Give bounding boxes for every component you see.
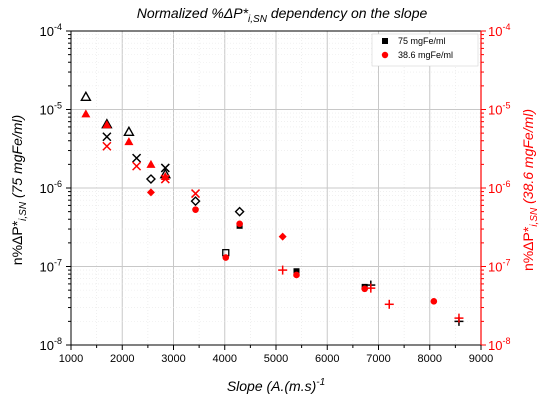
data-point-triangle (146, 159, 156, 168)
x-tick-label: 7000 (366, 353, 390, 365)
left-y-tick-label: 10-4 (40, 22, 62, 39)
data-point-x (132, 153, 142, 163)
left-y-label-sub: i,SN (18, 201, 29, 221)
x-stroke (160, 174, 170, 184)
x-stroke (102, 141, 112, 151)
data-point-x (132, 161, 142, 171)
data-point-triangle (124, 137, 134, 146)
data-point-square (293, 268, 300, 275)
x-stroke (102, 132, 112, 142)
x-tick-label: 6000 (315, 353, 339, 365)
data-point-diamond (146, 188, 155, 197)
right-y-tick-label: 10-7 (488, 258, 510, 275)
chart-title-rest: dependency on the slope (267, 5, 428, 21)
chart-title-main: Normalized %ΔP* (137, 5, 249, 21)
x-tick-label: 5000 (264, 353, 288, 365)
x-tick-label: 1000 (59, 353, 83, 365)
x-tick-label: 9000 (469, 353, 493, 365)
left-y-tick-label: 10-6 (40, 179, 62, 196)
left-y-tick-label: 10-7 (40, 258, 62, 275)
right-y-label-rest: (38.6 mgFe/ml) (520, 109, 536, 208)
right-y-tick-label: 10-4 (488, 22, 510, 39)
data-point-circle (236, 220, 243, 228)
right-y-tick-label: 10-5 (488, 101, 510, 118)
data-point-x (191, 189, 201, 199)
data-point-diamond-open (190, 196, 201, 207)
data-point-x (160, 174, 170, 184)
data-point-plus (454, 313, 464, 323)
x-tick-label: 4000 (213, 353, 237, 365)
x-axis: 1000 2000 3000 4000 5000 6000 7000 8000 9000 (59, 345, 493, 365)
legend-marker-circle (381, 51, 389, 59)
right-y-label-sub: i,SN (529, 207, 540, 227)
left-y-tick-label: 10-8 (40, 336, 62, 353)
x-stroke (160, 163, 170, 173)
legend-box (371, 33, 479, 67)
left-y-label-main: n%ΔP* (9, 220, 25, 265)
x-tick-label: 8000 (418, 353, 442, 365)
data-points (80, 90, 464, 326)
right-y-axis: 10-8 10-7 10-6 10-5 10-4 (480, 22, 510, 353)
x-stroke (191, 189, 201, 199)
grid-lines (71, 31, 481, 345)
left-y-axis-label: n%ΔP*i,SN (75 mgFe/ml) (9, 115, 29, 265)
data-point-triangle (102, 120, 112, 129)
x-axis-label-sup: -1 (316, 377, 325, 388)
x-tick-label: 3000 (161, 353, 185, 365)
legend-marker-square (382, 38, 388, 44)
data-point-plus (384, 299, 394, 309)
data-point-x (102, 132, 112, 142)
x-axis-label-main: Slope (A.(m.s) (227, 378, 316, 394)
legend: 75 mgFe/ml 38.6 mgFe/ml (371, 33, 479, 67)
data-point-triangle-open (80, 90, 92, 102)
x-stroke (132, 161, 142, 171)
chart-title-sub: i,SN (248, 14, 268, 25)
right-y-axis-label: n%ΔP*i,SN (38.6 mgFe/ml) (520, 109, 540, 271)
x-axis-label: Slope (A.(m.s)-1 (227, 377, 325, 394)
left-y-tick-label: 10-5 (40, 101, 62, 118)
data-point-circle (361, 285, 368, 293)
data-point-x (160, 163, 170, 173)
right-y-label-main: n%ΔP* (520, 226, 536, 271)
data-point-diamond-open (234, 206, 245, 217)
chart-title: Normalized %ΔP*i,SN dependency on the sl… (137, 5, 428, 25)
legend-label-75: 75 mgFe/ml (398, 36, 446, 46)
right-y-tick-label: 10-6 (488, 179, 510, 196)
left-y-label-rest: (75 mgFe/ml) (9, 115, 25, 202)
x-stroke (132, 153, 142, 163)
data-point-circle (222, 254, 230, 261)
data-point-plus (278, 265, 288, 275)
right-y-tick-label: 10-8 (488, 336, 510, 353)
left-y-axis: 10-8 10-7 10-6 10-5 10-4 (40, 22, 71, 353)
data-point-triangle (160, 172, 170, 181)
data-point-circle (293, 271, 300, 279)
data-point-circle (430, 298, 438, 305)
data-point-triangle (81, 109, 91, 118)
data-point-triangle-open (123, 125, 135, 136)
data-point-plus (366, 283, 376, 293)
data-point-diamond (278, 232, 287, 241)
x-tick-label: 2000 (110, 353, 134, 365)
legend-label-38-6: 38.6 mgFe/ml (398, 50, 453, 60)
data-point-diamond-open (145, 174, 156, 185)
data-point-x (102, 141, 112, 151)
data-point-circle (192, 206, 199, 213)
